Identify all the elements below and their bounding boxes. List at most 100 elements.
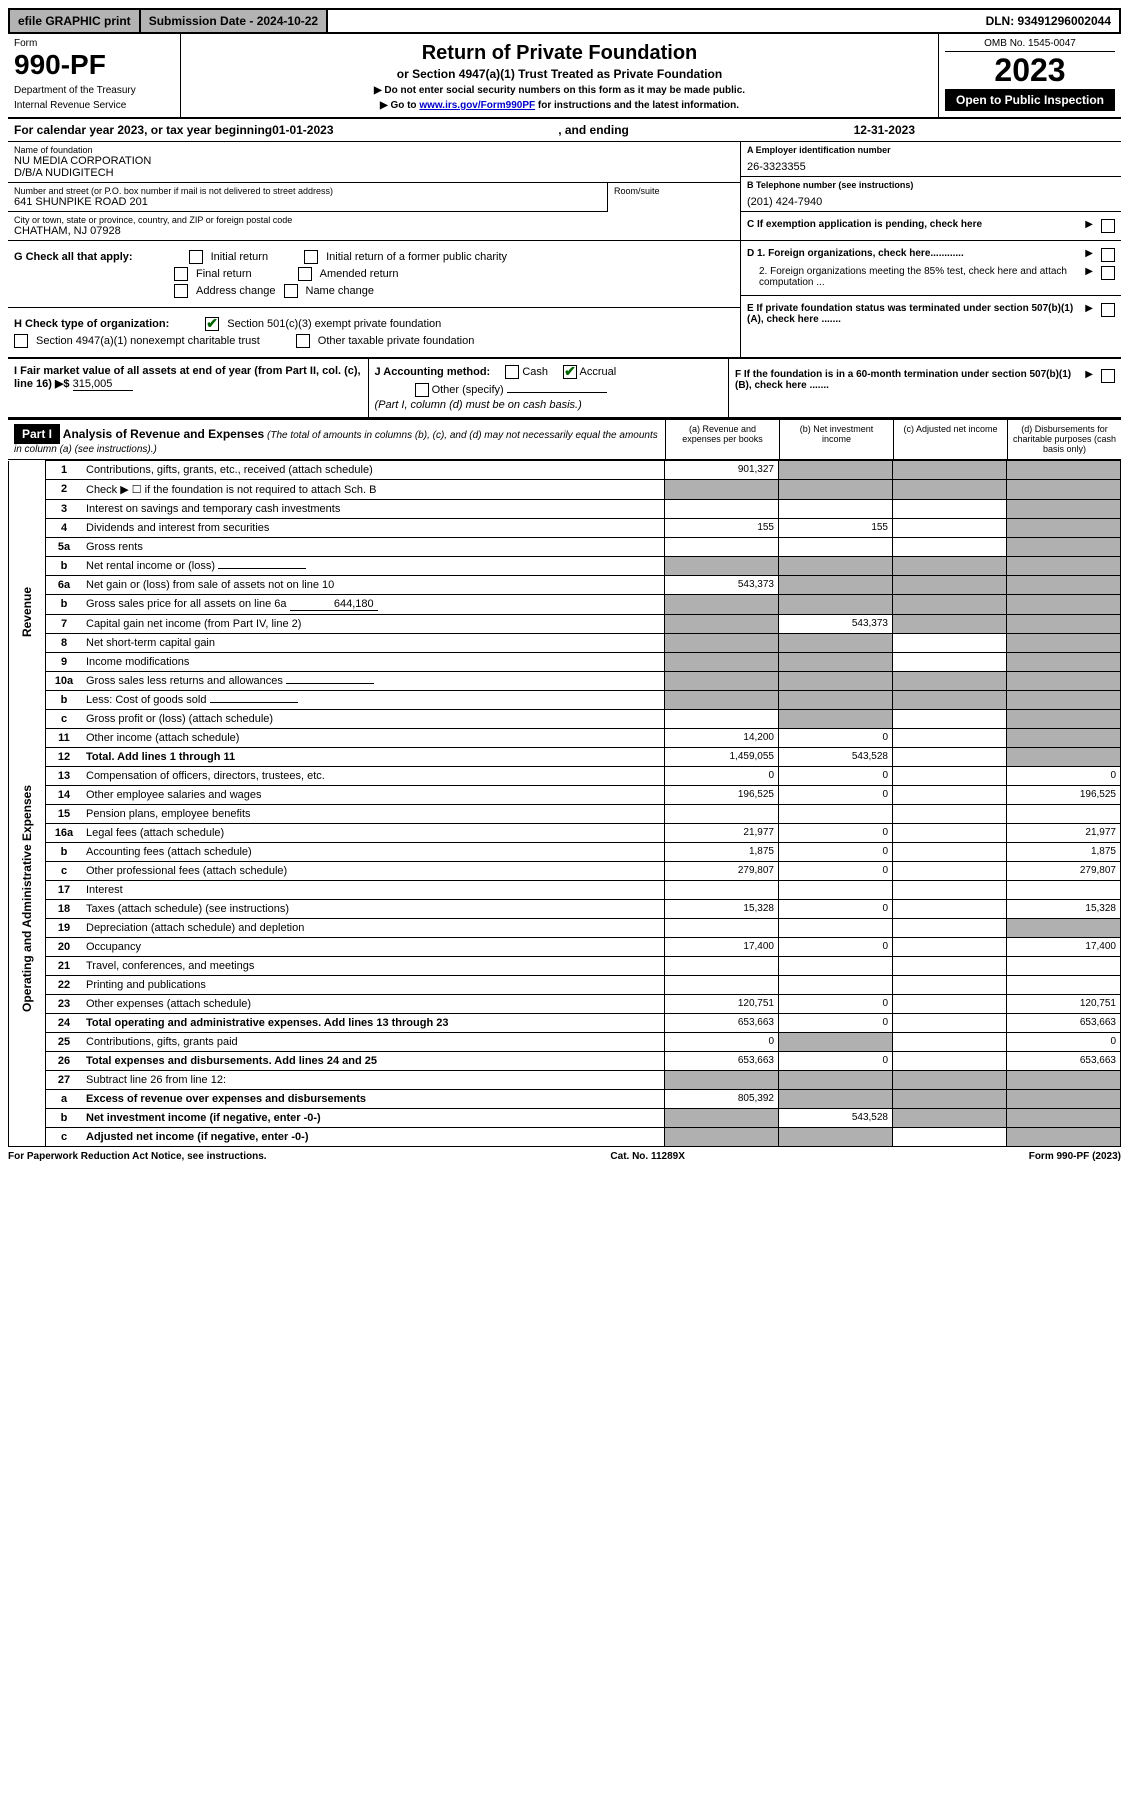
irs-label: Internal Revenue Service	[14, 100, 174, 111]
table-row: 3Interest on savings and temporary cash …	[9, 500, 1121, 519]
table-row: 24Total operating and administrative exp…	[9, 1014, 1121, 1033]
top-bar: efile GRAPHIC print Submission Date - 20…	[8, 8, 1121, 34]
omb-number: OMB No. 1545-0047	[945, 38, 1115, 52]
table-row: 25Contributions, gifts, grants paid 00	[9, 1033, 1121, 1052]
checkbox-f[interactable]	[1101, 369, 1115, 383]
table-row: 15Pension plans, employee benefits	[9, 805, 1121, 824]
checkbox-address-change[interactable]	[174, 284, 188, 298]
table-row: 11Other income (attach schedule) 14,2000	[9, 729, 1121, 748]
checkbox-name-change[interactable]	[284, 284, 298, 298]
room-suite-cell: Room/suite	[608, 183, 740, 212]
table-row: Operating and Administrative Expenses 13…	[9, 767, 1121, 786]
table-row: bNet investment income (if negative, ent…	[9, 1109, 1121, 1128]
checkbox-cash[interactable]	[505, 365, 519, 379]
table-row: cGross profit or (loss) (attach schedule…	[9, 710, 1121, 729]
checkbox-final-return[interactable]	[174, 267, 188, 281]
dln-label: DLN: 93491296002044	[978, 10, 1119, 32]
table-row: bLess: Cost of goods sold	[9, 691, 1121, 710]
table-row: 18Taxes (attach schedule) (see instructi…	[9, 900, 1121, 919]
checkbox-501c3[interactable]	[205, 317, 219, 331]
table-row: 22Printing and publications	[9, 976, 1121, 995]
checkbox-d1[interactable]	[1101, 248, 1115, 262]
ein-cell: A Employer identification number 26-3323…	[741, 142, 1121, 177]
calendar-year-row: For calendar year 2023, or tax year begi…	[8, 119, 1121, 142]
table-row: 5aGross rents	[9, 538, 1121, 557]
inspection-badge: Open to Public Inspection	[945, 89, 1115, 111]
header-right: OMB No. 1545-0047 2023 Open to Public In…	[939, 34, 1121, 117]
entity-info: Name of foundation NU MEDIA CORPORATION …	[8, 142, 1121, 359]
section-h: H Check type of organization: Section 50…	[8, 308, 740, 357]
table-row: 6aNet gain or (loss) from sale of assets…	[9, 576, 1121, 595]
table-row: aExcess of revenue over expenses and dis…	[9, 1090, 1121, 1109]
checkbox-other-taxable[interactable]	[296, 334, 310, 348]
table-row: 12Total. Add lines 1 through 11 1,459,05…	[9, 748, 1121, 767]
checkbox-4947[interactable]	[14, 334, 28, 348]
form-word: Form	[14, 38, 174, 49]
table-row: 16aLegal fees (attach schedule) 21,97702…	[9, 824, 1121, 843]
checkbox-other-method[interactable]	[415, 383, 429, 397]
col-b-header: (b) Net investment income	[779, 420, 893, 459]
table-row: 14Other employee salaries and wages 196,…	[9, 786, 1121, 805]
footer-right: Form 990-PF (2023)	[1029, 1151, 1121, 1162]
section-f: F If the foundation is in a 60-month ter…	[728, 359, 1121, 417]
table-row: 21Travel, conferences, and meetings	[9, 957, 1121, 976]
table-row: 2Check ▶ ☐ if the foundation is not requ…	[9, 480, 1121, 500]
footer-mid: Cat. No. 11289X	[610, 1151, 684, 1162]
revenue-side-label: Revenue	[20, 587, 34, 637]
table-row: 19Depreciation (attach schedule) and dep…	[9, 919, 1121, 938]
table-row: 7Capital gain net income (from Part IV, …	[9, 615, 1121, 634]
part-badge: Part I	[14, 424, 60, 444]
form-header: Form 990-PF Department of the Treasury I…	[8, 34, 1121, 119]
part1-header: Part I Analysis of Revenue and Expenses …	[8, 418, 1121, 460]
table-row: 20Occupancy 17,400017,400	[9, 938, 1121, 957]
table-row: 4Dividends and interest from securities …	[9, 519, 1121, 538]
checkbox-amended[interactable]	[298, 267, 312, 281]
table-row: bGross sales price for all assets on lin…	[9, 595, 1121, 615]
tax-year: 2023	[945, 52, 1115, 89]
col-d-header: (d) Disbursements for charitable purpose…	[1007, 420, 1121, 459]
phone-cell: B Telephone number (see instructions) (2…	[741, 177, 1121, 212]
table-row: 17Interest	[9, 881, 1121, 900]
form-link[interactable]: www.irs.gov/Form990PF	[419, 100, 535, 111]
col-c-header: (c) Adjusted net income	[893, 420, 1007, 459]
checkbox-initial-return[interactable]	[189, 250, 203, 264]
analysis-table: Revenue 1Contributions, gifts, grants, e…	[8, 460, 1121, 1147]
header-left: Form 990-PF Department of the Treasury I…	[8, 34, 181, 117]
checkbox-initial-former[interactable]	[304, 250, 318, 264]
table-row: 23Other expenses (attach schedule) 120,7…	[9, 995, 1121, 1014]
table-row: 10aGross sales less returns and allowanc…	[9, 672, 1121, 691]
section-c: C If exemption application is pending, c…	[741, 212, 1121, 241]
section-e: E If private foundation status was termi…	[741, 296, 1121, 332]
foundation-name-cell: Name of foundation NU MEDIA CORPORATION …	[8, 142, 740, 183]
note-link: ▶ Go to www.irs.gov/Form990PF for instru…	[189, 100, 930, 111]
street-address-cell: Number and street (or P.O. box number if…	[8, 183, 608, 212]
section-g: G Check all that apply: Initial return I…	[8, 241, 740, 308]
checkbox-c[interactable]	[1101, 219, 1115, 233]
table-row: Revenue 1Contributions, gifts, grants, e…	[9, 461, 1121, 480]
form-subtitle: or Section 4947(a)(1) Trust Treated as P…	[189, 67, 930, 81]
section-ij: I Fair market value of all assets at end…	[8, 359, 1121, 418]
expenses-side-label: Operating and Administrative Expenses	[20, 785, 34, 1012]
table-row: 27Subtract line 26 from line 12:	[9, 1071, 1121, 1090]
table-row: bAccounting fees (attach schedule) 1,875…	[9, 843, 1121, 862]
efile-button[interactable]: efile GRAPHIC print	[10, 10, 141, 32]
table-row: 8Net short-term capital gain	[9, 634, 1121, 653]
checkbox-d2[interactable]	[1101, 266, 1115, 280]
form-title: Return of Private Foundation	[189, 42, 930, 65]
submission-date-button[interactable]: Submission Date - 2024-10-22	[141, 10, 328, 32]
checkbox-e[interactable]	[1101, 303, 1115, 317]
col-a-header: (a) Revenue and expenses per books	[665, 420, 779, 459]
table-row: cAdjusted net income (if negative, enter…	[9, 1128, 1121, 1147]
section-d: D 1. Foreign organizations, check here..…	[741, 241, 1121, 296]
footer-left: For Paperwork Reduction Act Notice, see …	[8, 1151, 267, 1162]
table-row: 26Total expenses and disbursements. Add …	[9, 1052, 1121, 1071]
checkbox-accrual[interactable]	[563, 365, 577, 379]
form-number: 990-PF	[14, 49, 174, 81]
city-cell: City or town, state or province, country…	[8, 212, 740, 241]
note-ssn: ▶ Do not enter social security numbers o…	[189, 85, 930, 96]
dept-label: Department of the Treasury	[14, 85, 174, 96]
fmv-value: 315,005	[73, 378, 133, 391]
table-row: bNet rental income or (loss)	[9, 557, 1121, 576]
table-row: 9Income modifications	[9, 653, 1121, 672]
page-footer: For Paperwork Reduction Act Notice, see …	[8, 1151, 1121, 1162]
